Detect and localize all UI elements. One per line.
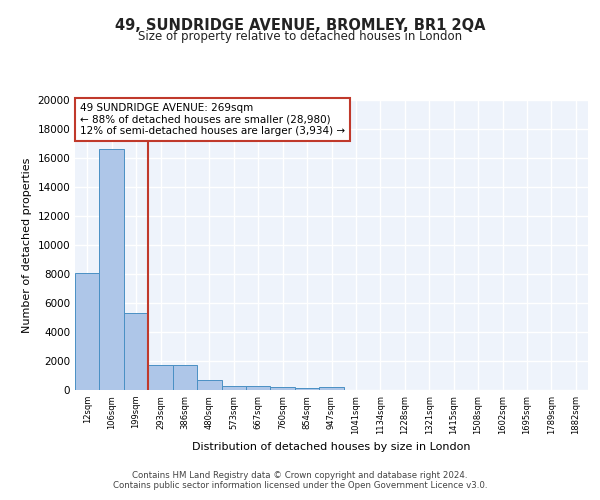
- Text: Size of property relative to detached houses in London: Size of property relative to detached ho…: [138, 30, 462, 43]
- Bar: [271, 387, 295, 390]
- Bar: [148, 364, 173, 390]
- Bar: [124, 313, 148, 390]
- Text: 49 SUNDRIDGE AVENUE: 269sqm
← 88% of detached houses are smaller (28,980)
12% of: 49 SUNDRIDGE AVENUE: 269sqm ← 88% of det…: [80, 103, 345, 136]
- Bar: [295, 388, 319, 390]
- Bar: [319, 387, 344, 390]
- Bar: [221, 386, 246, 390]
- Text: 49, SUNDRIDGE AVENUE, BROMLEY, BR1 2QA: 49, SUNDRIDGE AVENUE, BROMLEY, BR1 2QA: [115, 18, 485, 32]
- Bar: [197, 380, 221, 390]
- Bar: [173, 364, 197, 390]
- Bar: [246, 386, 271, 390]
- Bar: [100, 150, 124, 390]
- Text: Contains HM Land Registry data © Crown copyright and database right 2024.
Contai: Contains HM Land Registry data © Crown c…: [113, 470, 487, 490]
- Y-axis label: Number of detached properties: Number of detached properties: [22, 158, 32, 332]
- X-axis label: Distribution of detached houses by size in London: Distribution of detached houses by size …: [192, 442, 471, 452]
- Bar: [75, 272, 100, 390]
